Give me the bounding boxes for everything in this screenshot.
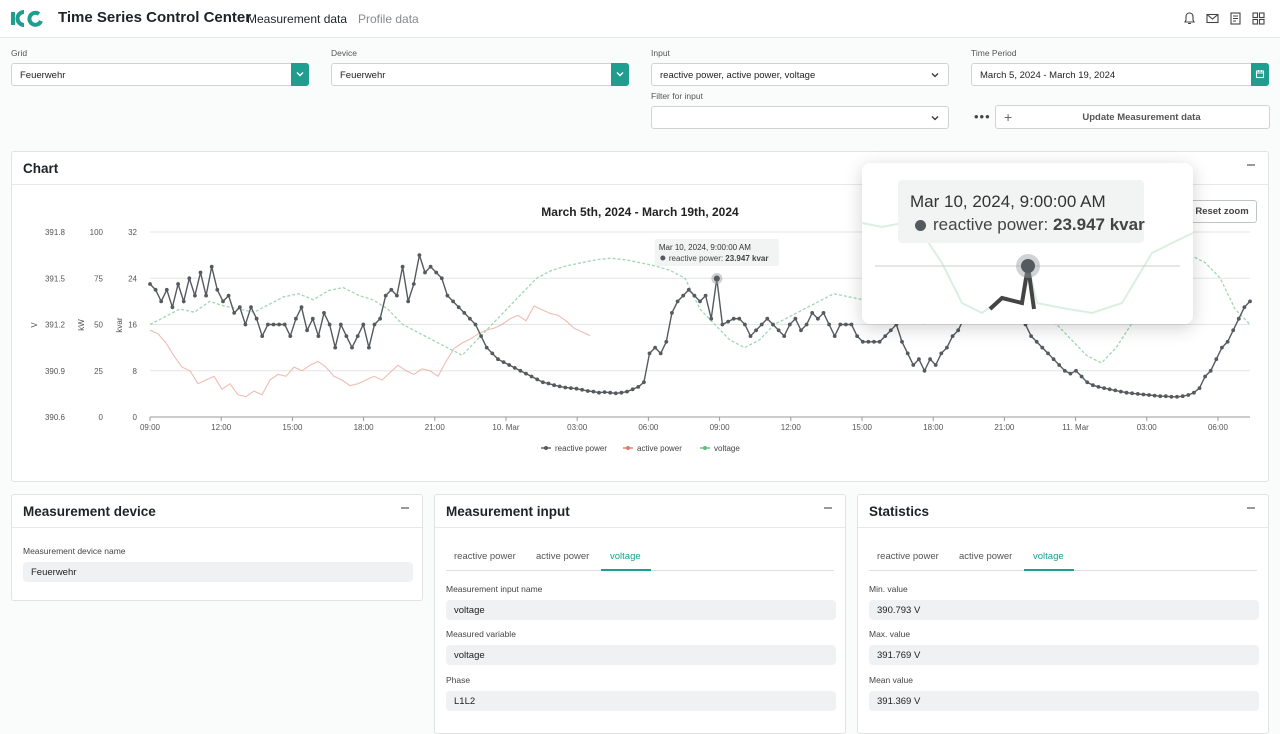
tab-voltage[interactable]: voltage bbox=[610, 551, 641, 562]
mean-value: 391.369 V bbox=[877, 696, 921, 707]
input-name-label: Measurement input name bbox=[446, 584, 543, 594]
tab-indicator bbox=[601, 569, 651, 571]
stats-panel-title: Statistics bbox=[869, 504, 930, 519]
zoom-tooltip-series: reactive power: bbox=[933, 215, 1053, 234]
update-button-label: Update Measurement data bbox=[1082, 112, 1201, 123]
grid-icon[interactable] bbox=[1251, 11, 1266, 26]
grid-dropdown-button[interactable] bbox=[291, 63, 309, 86]
minimize-icon[interactable] bbox=[400, 503, 410, 513]
measured-variable-value: voltage bbox=[454, 650, 485, 661]
measurement-device-panel: Measurement device Measurement device na… bbox=[11, 494, 423, 601]
logo-icon bbox=[11, 10, 43, 27]
max-value: 391.769 V bbox=[877, 650, 921, 661]
reset-zoom-button[interactable]: Reset zoom bbox=[1187, 200, 1257, 223]
app-header: Time Series Control Center Measurement d… bbox=[0, 0, 1280, 38]
input-name-value: voltage bbox=[454, 605, 485, 616]
tab-active-power[interactable]: active power bbox=[536, 551, 590, 562]
filter-input-label: Filter for input bbox=[651, 91, 703, 101]
input-label: Input bbox=[651, 48, 670, 58]
tab-indicator bbox=[1024, 569, 1074, 571]
measured-variable-field: voltage bbox=[446, 645, 836, 665]
time-period-label: Time Period bbox=[971, 48, 1017, 58]
panel-divider bbox=[435, 527, 845, 528]
minimize-icon[interactable] bbox=[823, 503, 833, 513]
bell-icon[interactable] bbox=[1182, 11, 1197, 26]
stats-tabs: reactive power active power voltage bbox=[869, 547, 1257, 571]
tab-active-power[interactable]: active power bbox=[959, 551, 1013, 562]
panel-divider bbox=[12, 184, 1268, 185]
panel-divider bbox=[12, 527, 422, 528]
chevron-down-icon bbox=[616, 72, 624, 77]
input-panel-title: Measurement input bbox=[446, 504, 570, 519]
zoom-tooltip-time: Mar 10, 2024, 9:00:00 AM bbox=[910, 192, 1106, 211]
input-value: reactive power, active power, voltage bbox=[660, 70, 816, 81]
device-value: Feuerwehr bbox=[340, 70, 386, 81]
mail-icon[interactable] bbox=[1205, 11, 1220, 26]
zoom-tooltip-card: Mar 10, 2024, 9:00:00 AM reactive power:… bbox=[862, 163, 1193, 324]
tab-reactive-power[interactable]: reactive power bbox=[877, 551, 939, 562]
tab-voltage[interactable]: voltage bbox=[1033, 551, 1064, 562]
minimize-icon[interactable] bbox=[1246, 503, 1256, 513]
input-tabs: reactive power active power voltage bbox=[446, 547, 834, 571]
device-name-label: Measurement device name bbox=[23, 546, 126, 556]
calendar-button[interactable] bbox=[1251, 63, 1269, 86]
device-dropdown-button[interactable] bbox=[611, 63, 629, 86]
chevron-down-icon bbox=[931, 73, 939, 78]
chevron-down-icon bbox=[931, 116, 939, 121]
mean-value-label: Mean value bbox=[869, 675, 913, 685]
device-select[interactable]: Feuerwehr bbox=[331, 63, 629, 86]
app-title: Time Series Control Center bbox=[58, 9, 252, 26]
statistics-panel: Statistics reactive power active power v… bbox=[857, 494, 1269, 734]
device-name-field: Feuerwehr bbox=[23, 562, 413, 582]
nav-tab-measurement-data[interactable]: Measurement data bbox=[247, 12, 348, 26]
panel-divider bbox=[858, 527, 1268, 528]
max-value-label: Max. value bbox=[869, 629, 911, 639]
input-name-field: voltage bbox=[446, 600, 836, 620]
series-dot-icon bbox=[915, 220, 926, 231]
grid-value: Feuerwehr bbox=[20, 70, 66, 81]
phase-field: L1L2 bbox=[446, 691, 836, 711]
phase-value: L1L2 bbox=[454, 696, 476, 707]
more-options-button[interactable]: ••• bbox=[974, 109, 991, 124]
device-label: Device bbox=[331, 48, 357, 58]
zoom-tooltip-value: 23.947 kvar bbox=[1053, 215, 1145, 234]
zoom-tooltip-box: Mar 10, 2024, 9:00:00 AM reactive power:… bbox=[898, 180, 1145, 243]
min-value-label: Min. value bbox=[869, 584, 908, 594]
nav-tab-profile-data[interactable]: Profile data bbox=[358, 12, 419, 26]
phase-label: Phase bbox=[446, 675, 471, 685]
tab-reactive-power[interactable]: reactive power bbox=[454, 551, 516, 562]
grid-label: Grid bbox=[11, 48, 28, 58]
mean-value-field: 391.369 V bbox=[869, 691, 1259, 711]
chevron-down-icon bbox=[296, 72, 304, 77]
measurement-input-panel: Measurement input reactive power active … bbox=[434, 494, 846, 734]
zoom-tooltip-series-line: reactive power: 23.947 kvar bbox=[933, 215, 1145, 235]
filter-input-select[interactable] bbox=[651, 106, 949, 129]
chart-panel-title: Chart bbox=[23, 161, 59, 176]
max-value-field: 391.769 V bbox=[869, 645, 1259, 665]
device-panel-title: Measurement device bbox=[23, 504, 156, 519]
min-value: 390.793 V bbox=[877, 605, 921, 616]
min-value-field: 390.793 V bbox=[869, 600, 1259, 620]
calendar-icon bbox=[1255, 70, 1265, 79]
plus-icon: + bbox=[1004, 109, 1013, 125]
document-icon[interactable] bbox=[1228, 11, 1243, 26]
update-measurement-data-button[interactable]: + Update Measurement data bbox=[995, 105, 1270, 129]
time-period-value: March 5, 2024 - March 19, 2024 bbox=[980, 70, 1116, 81]
input-select[interactable]: reactive power, active power, voltage bbox=[651, 63, 949, 86]
measured-variable-label: Measured variable bbox=[446, 629, 516, 639]
grid-select[interactable]: Feuerwehr bbox=[11, 63, 309, 86]
device-name-value: Feuerwehr bbox=[31, 567, 77, 578]
minimize-icon[interactable] bbox=[1246, 160, 1256, 170]
time-period-picker[interactable]: March 5, 2024 - March 19, 2024 bbox=[971, 63, 1269, 86]
